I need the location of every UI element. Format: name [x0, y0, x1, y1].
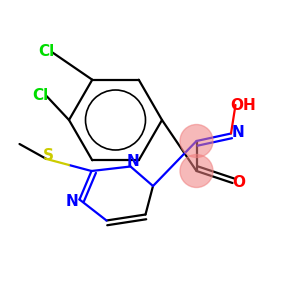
- Text: N: N: [66, 194, 78, 209]
- Text: N: N: [231, 125, 244, 140]
- Circle shape: [180, 154, 213, 188]
- Circle shape: [180, 124, 213, 158]
- Text: S: S: [43, 148, 53, 163]
- Text: Cl: Cl: [32, 88, 48, 103]
- Text: O: O: [232, 175, 246, 190]
- Text: Cl: Cl: [38, 44, 54, 59]
- Text: N: N: [127, 154, 140, 169]
- Text: OH: OH: [230, 98, 256, 113]
